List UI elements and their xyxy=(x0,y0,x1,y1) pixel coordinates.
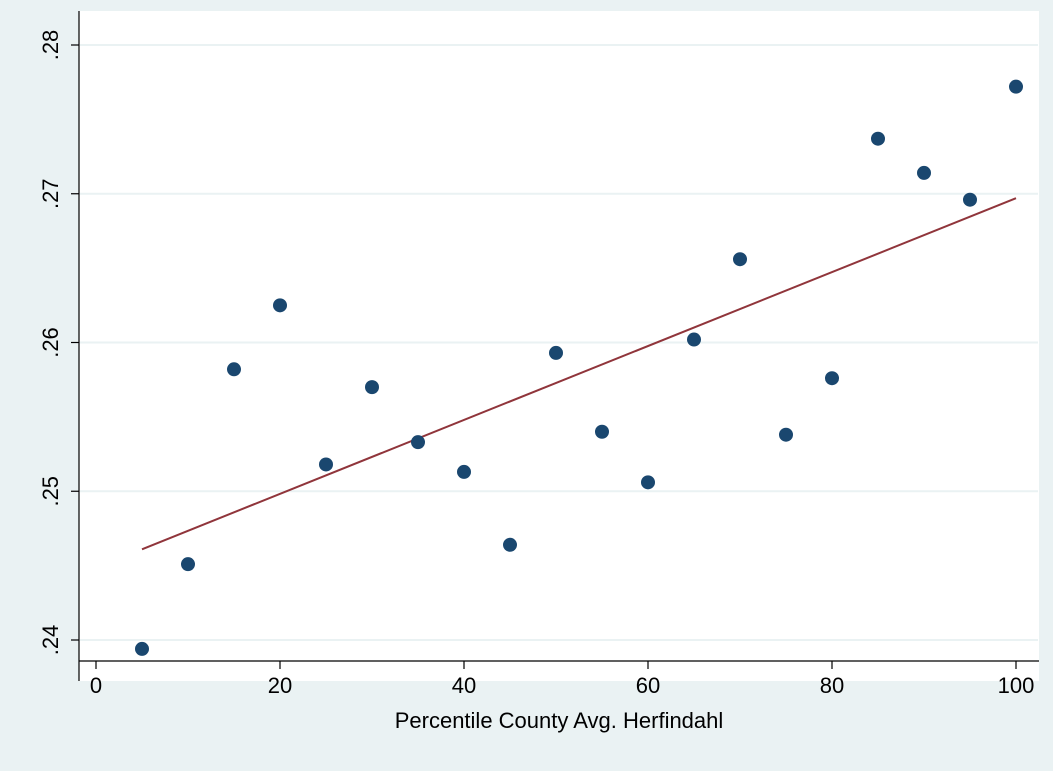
y-tick-label: .25 xyxy=(38,476,63,507)
y-tick-label: .28 xyxy=(38,30,63,61)
data-point xyxy=(365,380,379,395)
y-tick-label: .27 xyxy=(38,178,63,209)
x-tick-label: 60 xyxy=(636,673,660,698)
data-point xyxy=(963,192,977,207)
data-point xyxy=(457,464,471,479)
data-point xyxy=(135,641,149,656)
points-layer xyxy=(135,79,1023,656)
x-tick-label: 80 xyxy=(820,673,844,698)
gridlines xyxy=(80,44,1038,641)
data-point xyxy=(411,435,425,450)
data-point xyxy=(871,131,885,146)
y-axis: .24 .25 .26 .27 .28 xyxy=(38,11,80,681)
x-tick-label: 100 xyxy=(998,673,1035,698)
data-point xyxy=(687,332,701,347)
x-axis: 0 20 40 60 80 100 xyxy=(79,660,1039,698)
data-point xyxy=(733,252,747,267)
x-axis-title: Percentile County Avg. Herfindahl xyxy=(395,708,724,733)
x-tick-label: 20 xyxy=(268,673,292,698)
plot-area xyxy=(79,11,1039,681)
fit-line-layer xyxy=(141,197,1017,551)
data-point xyxy=(181,557,195,572)
data-point xyxy=(825,371,839,386)
data-point xyxy=(549,345,563,360)
data-point xyxy=(641,475,655,490)
data-point xyxy=(917,165,931,180)
data-point xyxy=(227,362,241,377)
data-point xyxy=(319,457,333,472)
y-tick-label: .26 xyxy=(38,327,63,358)
data-point xyxy=(1009,79,1023,94)
x-tick-label: 40 xyxy=(452,673,476,698)
data-point xyxy=(595,424,609,439)
fit-line xyxy=(141,197,1017,551)
data-point xyxy=(273,298,287,313)
data-point xyxy=(779,427,793,442)
x-tick-label: 0 xyxy=(90,673,102,698)
data-point xyxy=(503,537,517,552)
y-tick-label: .24 xyxy=(38,625,63,656)
